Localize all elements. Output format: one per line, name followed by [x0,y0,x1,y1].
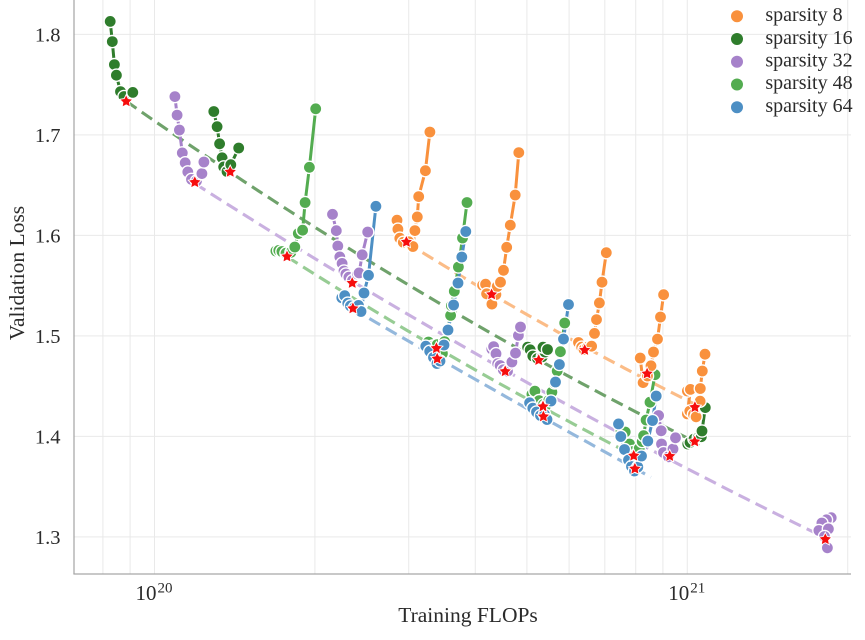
svg-text:sparsity 64: sparsity 64 [765,95,852,117]
svg-text:sparsity 16: sparsity 16 [765,27,852,49]
svg-text:Validation Loss: Validation Loss [5,206,29,340]
svg-text:1.7: 1.7 [35,125,61,147]
svg-text:21: 21 [690,581,705,597]
svg-text:sparsity 8: sparsity 8 [765,4,842,26]
svg-text:1.6: 1.6 [35,225,61,247]
svg-text:1.5: 1.5 [35,326,61,348]
svg-text:1.3: 1.3 [35,527,61,549]
svg-text:1.8: 1.8 [35,24,61,46]
svg-text:10: 10 [136,581,157,605]
svg-text:20: 20 [158,581,173,597]
svg-text:Training FLOPs: Training FLOPs [398,603,538,627]
svg-text:1.4: 1.4 [35,426,61,448]
svg-text:sparsity 48: sparsity 48 [765,72,852,94]
svg-text:10: 10 [668,581,689,605]
svg-text:sparsity 32: sparsity 32 [765,50,852,72]
